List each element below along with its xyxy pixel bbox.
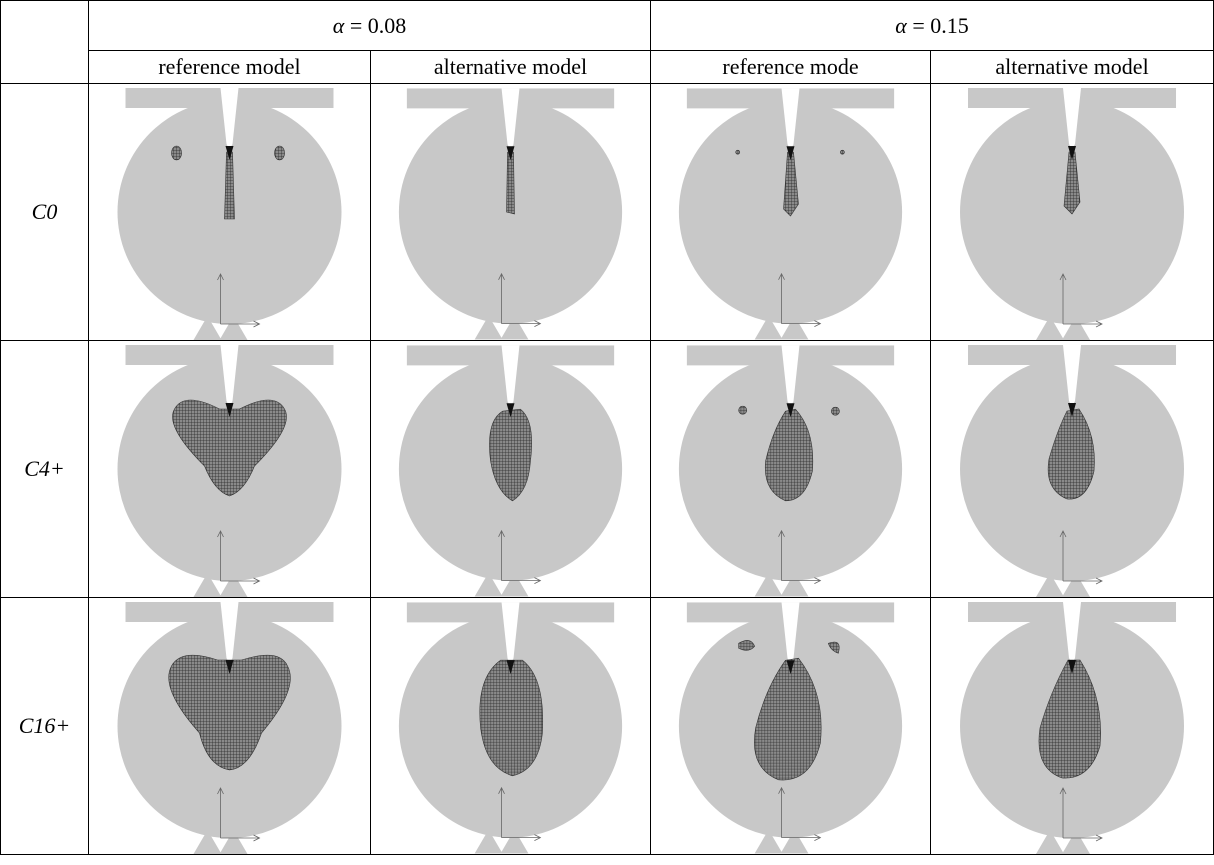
specimen-image [371, 84, 650, 340]
specimen-image [651, 84, 930, 340]
specimen-image [89, 598, 370, 854]
group-header: α = 0.08 [89, 1, 651, 51]
row-label: C16+ [1, 598, 89, 855]
alpha-value: = 0.15 [912, 13, 968, 38]
row-label: C0 [1, 84, 89, 341]
image-cell [89, 341, 371, 598]
alpha-symbol: α [333, 13, 345, 38]
image-cell [371, 341, 651, 598]
specimen-image [651, 341, 930, 597]
image-cell [651, 341, 931, 598]
image-cell [931, 341, 1214, 598]
column-header: reference mode [651, 51, 931, 84]
specimen-image [89, 84, 370, 340]
group-header: α = 0.15 [651, 1, 1214, 51]
page: α = 0.08 α = 0.15 reference model altern… [0, 0, 1214, 865]
image-cell [89, 598, 371, 855]
column-header: reference model [89, 51, 371, 84]
specimen-image [89, 341, 370, 597]
image-cell [931, 84, 1214, 341]
column-header: alternative model [371, 51, 651, 84]
results-table: α = 0.08 α = 0.15 reference model altern… [0, 0, 1214, 855]
alpha-value: = 0.08 [350, 13, 406, 38]
row-label: C4+ [1, 341, 89, 598]
crack-zone [507, 152, 515, 214]
specimen-image [651, 598, 930, 854]
corner-cell [1, 1, 89, 84]
alpha-symbol: α [895, 13, 907, 38]
column-header: alternative model [931, 51, 1214, 84]
image-cell [931, 598, 1214, 855]
specimen-image [931, 341, 1213, 597]
image-cell [371, 598, 651, 855]
specimen-image [371, 341, 650, 597]
specimen-image [931, 598, 1213, 854]
specimen-image [931, 84, 1213, 340]
image-cell [89, 84, 371, 341]
image-cell [651, 84, 931, 341]
image-cell [651, 598, 931, 855]
image-cell [371, 84, 651, 341]
specimen-image [371, 598, 650, 854]
